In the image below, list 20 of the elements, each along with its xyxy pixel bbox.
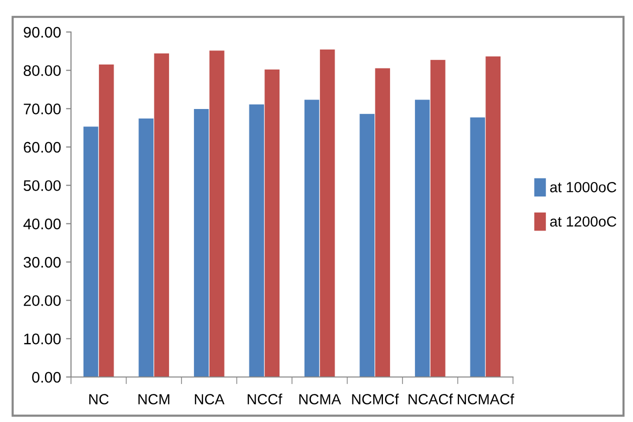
x-tick-label: NCM [138, 394, 170, 404]
legend-label: at 1200oC [550, 216, 616, 227]
x-tick-label: NCMACf [458, 394, 514, 404]
y-tick-label: 70.00 [24, 104, 61, 114]
y-tick-label: 60.00 [24, 142, 61, 153]
y-tick-label: 20.00 [24, 295, 61, 306]
x-tick-label: NCCf [248, 394, 282, 404]
x-tick-label: NCACf [408, 394, 453, 404]
x-tick-label: NC [89, 394, 109, 404]
y-tick-label: 10.00 [24, 334, 61, 344]
x-tick-label: NCMCf [352, 394, 399, 404]
y-tick-label: 40.00 [23, 218, 61, 230]
y-tick-label: 80.00 [24, 65, 61, 76]
x-tick-label: NCMA [299, 394, 342, 404]
y-tick-label: 0.00 [32, 372, 61, 383]
y-tick-label: 30.00 [24, 256, 61, 268]
y-tick-label: 50.00 [24, 180, 61, 192]
x-tick-label: NCA [194, 394, 224, 404]
y-tick-label: 90.00 [24, 26, 61, 38]
legend-label: at 1000oC [550, 182, 616, 192]
